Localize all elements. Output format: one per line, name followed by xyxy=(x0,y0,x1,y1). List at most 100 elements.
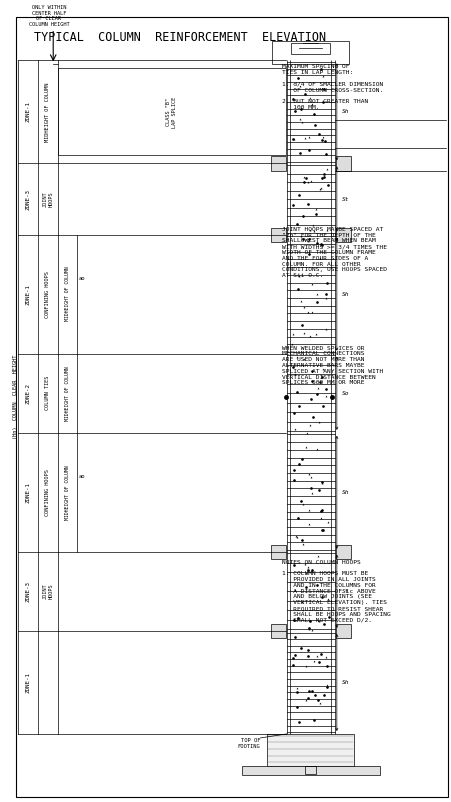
Point xyxy=(313,208,320,221)
Text: NOTES ON COLUMN HOOPS

1. COLUMN HOOPS MUST BE
   PROVIDED IN ALL JOINTS
   AND : NOTES ON COLUMN HOOPS 1. COLUMN HOOPS MU… xyxy=(282,560,391,622)
Text: COLUMN TIES: COLUMN TIES xyxy=(45,376,50,411)
Text: MIDHEIGHT OF COLUMN: MIDHEIGHT OF COLUMN xyxy=(65,465,70,520)
Text: TYPICAL  COLUMN  REINFORCEMENT  ELEVATION: TYPICAL COLUMN REINFORCEMENT ELEVATION xyxy=(34,31,326,44)
Bar xyxy=(271,156,286,171)
Point xyxy=(323,287,330,300)
Text: MIDHEIGHT OF COLUMN: MIDHEIGHT OF COLUMN xyxy=(65,366,70,420)
Point xyxy=(323,680,331,693)
Point xyxy=(290,406,298,419)
Point xyxy=(290,558,298,571)
Point xyxy=(314,694,322,707)
Point xyxy=(315,655,322,668)
Point xyxy=(304,650,311,662)
Point xyxy=(299,209,306,222)
Point xyxy=(297,103,304,115)
Point xyxy=(299,319,306,332)
Text: JOINT HOOPS MAYBE SPACED AT
"2h" FOR THE DEPTH OF THE
SHALLOWEST BEAM WHEN BEAM
: JOINT HOOPS MAYBE SPACED AT "2h" FOR THE… xyxy=(282,227,387,278)
Point xyxy=(295,188,303,201)
Point xyxy=(301,176,308,188)
Text: Sh: Sh xyxy=(342,109,350,115)
Point xyxy=(323,659,331,672)
Text: ZONE-3: ZONE-3 xyxy=(26,581,31,602)
Point xyxy=(315,484,322,496)
Text: CONFINING HOOPS: CONFINING HOOPS xyxy=(45,469,50,516)
Bar xyxy=(242,766,380,776)
Point xyxy=(305,685,313,698)
Point xyxy=(306,622,313,634)
Text: WHEN WELDED SPLICES OR
MECHANICAL CONNECTIONS
ARE USED NOT MORE THAN
ALTERNATIVE: WHEN WELDED SPLICES OR MECHANICAL CONNEC… xyxy=(282,346,383,386)
Point xyxy=(315,128,322,141)
Bar xyxy=(305,766,316,774)
Bar xyxy=(58,68,286,156)
Point xyxy=(290,473,297,486)
Text: MIDHEIGHT OF COLUMN: MIDHEIGHT OF COLUMN xyxy=(45,83,50,142)
Point xyxy=(313,387,320,400)
Point xyxy=(296,146,303,159)
Point xyxy=(313,237,321,249)
Point xyxy=(294,217,301,230)
Point xyxy=(321,83,328,95)
Text: CLASS "B"
LAP SPLICE: CLASS "B" LAP SPLICE xyxy=(166,96,177,128)
Point xyxy=(304,691,312,704)
Text: CONFINING HOOPS: CONFINING HOOPS xyxy=(45,271,50,318)
Point xyxy=(311,119,318,132)
Bar xyxy=(271,228,286,242)
Point xyxy=(313,296,321,309)
Text: TOP OF
FOOTING: TOP OF FOOTING xyxy=(238,738,261,749)
Text: ZONE-1: ZONE-1 xyxy=(26,284,31,305)
Bar xyxy=(336,545,351,559)
Bar xyxy=(336,156,351,171)
Point xyxy=(309,563,316,576)
Bar xyxy=(272,41,349,64)
Text: St: St xyxy=(342,589,350,593)
Point xyxy=(308,393,315,406)
Point xyxy=(317,647,324,660)
Bar xyxy=(271,545,286,559)
Point xyxy=(291,614,298,626)
Point xyxy=(294,611,301,624)
Text: ao: ao xyxy=(78,276,85,281)
Text: ONLY WITHIN
CENTER HALF
OF CLEAR
COLUMN HEIGHT: ONLY WITHIN CENTER HALF OF CLEAR COLUMN … xyxy=(28,5,69,27)
Bar xyxy=(336,624,351,638)
Point xyxy=(319,400,327,413)
Point xyxy=(310,714,318,727)
Point xyxy=(320,688,327,701)
Point xyxy=(317,237,324,250)
Point xyxy=(318,133,325,146)
Point xyxy=(291,104,298,117)
Point xyxy=(291,649,299,662)
Text: MIDHEIGHT OF COLUMN: MIDHEIGHT OF COLUMN xyxy=(65,267,70,322)
Point xyxy=(293,701,300,714)
Point xyxy=(290,360,297,373)
Point xyxy=(302,87,309,100)
Point xyxy=(308,482,315,495)
Point xyxy=(302,172,309,184)
Point xyxy=(291,631,299,644)
Point xyxy=(290,132,297,145)
Point xyxy=(304,563,311,576)
Point xyxy=(299,453,306,466)
Point xyxy=(321,171,328,184)
Point xyxy=(302,580,309,593)
Point xyxy=(297,642,304,654)
Point xyxy=(318,503,325,516)
Point xyxy=(295,71,302,84)
Point xyxy=(289,651,296,664)
Point xyxy=(308,685,316,698)
Point xyxy=(321,135,328,148)
Point xyxy=(308,365,315,378)
Point xyxy=(317,504,324,517)
Point xyxy=(313,578,320,591)
Point xyxy=(319,238,326,251)
Point xyxy=(321,618,328,630)
Point xyxy=(323,276,331,289)
Text: St: St xyxy=(342,196,350,201)
Point xyxy=(318,524,325,537)
Point xyxy=(311,689,318,702)
Point xyxy=(318,63,325,75)
Text: JOINT
HOOPS: JOINT HOOPS xyxy=(42,584,53,599)
Text: ao: ao xyxy=(78,474,85,479)
Point xyxy=(318,371,326,383)
Point xyxy=(295,400,302,413)
Point xyxy=(294,385,301,398)
